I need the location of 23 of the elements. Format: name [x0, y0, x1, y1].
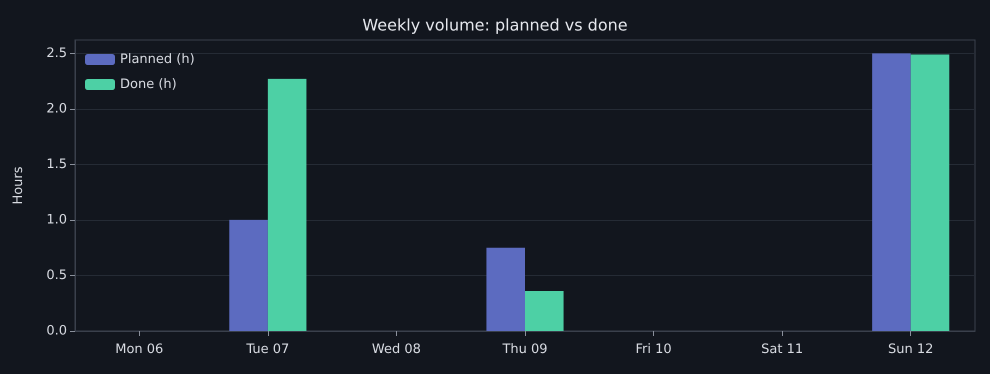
- bar: [486, 248, 525, 331]
- bar: [525, 291, 564, 331]
- x-tick-label: Sat 11: [761, 342, 804, 357]
- x-tick-label: Wed 08: [372, 342, 421, 357]
- bar: [910, 54, 950, 331]
- x-tick-label: Fri 10: [635, 342, 672, 357]
- bar: [229, 220, 268, 331]
- x-tick-label: Mon 06: [115, 342, 164, 357]
- x-tick-label: Sun 12: [888, 342, 934, 357]
- x-tick-label: Thu 09: [501, 342, 548, 357]
- bar: [268, 78, 306, 331]
- legend-label: Planned (h): [120, 52, 195, 67]
- y-tick-label: 1.5: [46, 156, 67, 172]
- x-tick-label: Tue 07: [245, 342, 290, 357]
- y-tick-label: 0.5: [46, 268, 67, 283]
- y-tick-label: 1.0: [46, 212, 67, 228]
- bar: [872, 53, 911, 331]
- chart-title: Weekly volume: planned vs done: [362, 16, 628, 34]
- y-tick-label: 2.5: [46, 46, 67, 61]
- y-tick-label: 2.0: [46, 101, 67, 116]
- y-tick-label: 0.0: [46, 324, 67, 338]
- y-axis-title: Hours: [11, 166, 26, 205]
- legend-label: Done (h): [120, 77, 177, 92]
